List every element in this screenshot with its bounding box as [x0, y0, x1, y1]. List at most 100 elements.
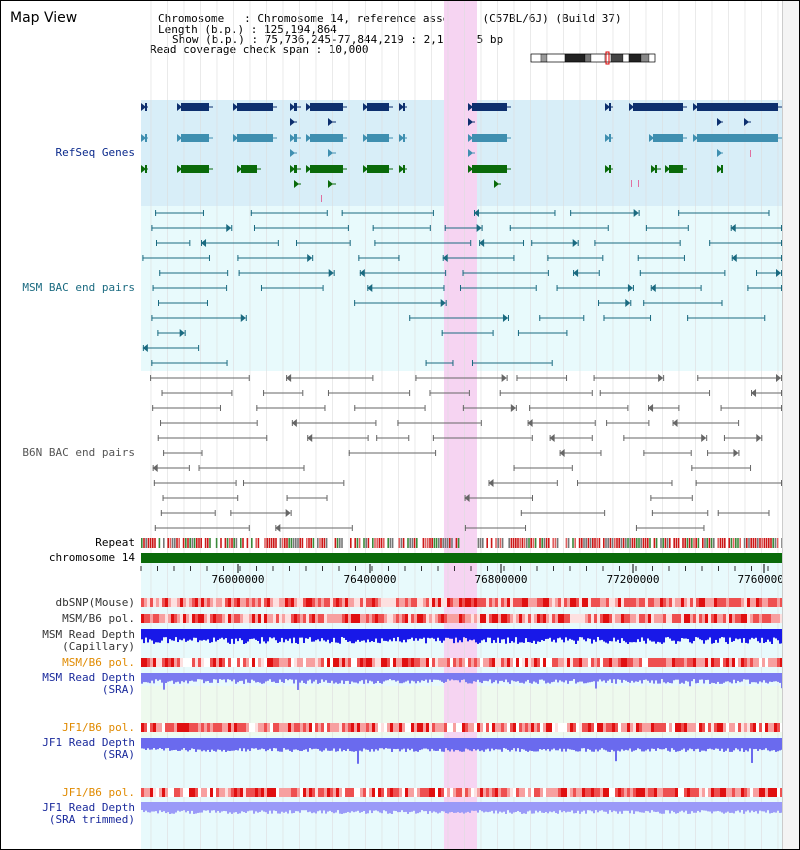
- depth-bin: [309, 738, 311, 749]
- bac-end: [768, 210, 770, 216]
- bac-end: [429, 390, 431, 396]
- polymorphism-bin: [216, 614, 219, 623]
- polymorphism-bin: [747, 614, 750, 623]
- depth-bin: [349, 802, 351, 813]
- polymorphism-bin: [651, 723, 654, 732]
- polymorphism-bin: [159, 788, 162, 797]
- bac-end: [531, 240, 533, 246]
- polymorphism-bin: [696, 598, 699, 607]
- depth-bin: [491, 738, 493, 749]
- depth-bin: [163, 802, 165, 812]
- polymorphism-bin: [366, 788, 369, 797]
- polymorphism-bin: [144, 614, 147, 623]
- jf1-depth-trim-label: JF1 Read Depth (SRA trimmed): [42, 801, 135, 826]
- depth-bin: [301, 802, 303, 811]
- polymorphism-bin: [690, 658, 693, 667]
- depth-bin: [241, 673, 243, 681]
- bac-end: [188, 465, 190, 471]
- depth-bin: [563, 673, 565, 683]
- polymorphism-bin: [309, 723, 312, 732]
- polymorphism-bin: [390, 658, 393, 667]
- depth-bin: [359, 673, 361, 682]
- polymorphism-bin: [621, 614, 624, 623]
- polymorphism-bin: [321, 598, 324, 607]
- depth-bin: [295, 738, 297, 750]
- repeat-element: [653, 538, 656, 548]
- polymorphism-bin: [717, 598, 720, 607]
- depth-bin: [403, 802, 405, 813]
- depth-bin: [149, 673, 151, 684]
- right-scrollbar[interactable]: [782, 1, 799, 849]
- repeat-element: [490, 538, 493, 548]
- depth-bin: [573, 802, 575, 814]
- gene-arrow: [141, 165, 146, 173]
- polymorphism-bin: [642, 614, 645, 623]
- depth-bin: [141, 802, 143, 811]
- depth-bin: [247, 802, 249, 812]
- depth-bin: [257, 802, 259, 813]
- bac-end: [155, 210, 157, 216]
- depth-bin: [609, 629, 611, 642]
- polymorphism-bin: [507, 788, 510, 797]
- bac-end: [409, 315, 411, 321]
- depth-bin: [395, 629, 397, 642]
- depth-bin: [583, 802, 585, 811]
- depth-bin: [565, 629, 567, 638]
- polymorphism-bin: [186, 788, 189, 797]
- repeat-element: [501, 538, 504, 548]
- polymorphism-bin: [159, 658, 162, 667]
- polymorphism-bin: [432, 598, 435, 607]
- depth-bin: [589, 629, 591, 639]
- depth-bin: [461, 673, 463, 680]
- polymorphism-bin: [618, 614, 621, 623]
- gene-arrow: [363, 134, 368, 142]
- depth-bin: [733, 802, 735, 814]
- depth-bin: [707, 802, 709, 812]
- depth-bin: [665, 738, 667, 749]
- polymorphism-bin: [348, 614, 351, 623]
- polymorphism-bin: [387, 614, 390, 623]
- depth-bin: [413, 673, 415, 682]
- depth-bin: [233, 802, 235, 813]
- polymorphism-bin: [732, 598, 735, 607]
- polymorphism-bin: [459, 658, 462, 667]
- polymorphism-bin: [735, 614, 738, 623]
- polymorphism-bin: [606, 598, 609, 607]
- depth-bin: [469, 673, 471, 684]
- depth-bin: [361, 629, 363, 641]
- polymorphism-bin: [777, 658, 780, 667]
- polymorphism-bin: [513, 598, 516, 607]
- depth-bin: [675, 629, 677, 644]
- polymorphism-bin: [366, 614, 369, 623]
- depth-bin: [263, 629, 265, 642]
- length-info: Length (b.p.) : 125,194,864: [158, 23, 337, 36]
- depth-bin: [767, 629, 769, 640]
- depth-bin: [607, 738, 609, 752]
- depth-bin: [739, 802, 741, 813]
- depth-bin: [153, 802, 155, 812]
- depth-bin: [293, 738, 295, 750]
- depth-bin: [477, 802, 479, 813]
- polymorphism-bin: [660, 658, 663, 667]
- polymorphism-bin: [534, 598, 537, 607]
- polymorphism-bin: [657, 658, 660, 667]
- polymorphism-bin: [423, 658, 426, 667]
- ideogram-band: [530, 53, 542, 63]
- polymorphism-bin: [654, 614, 657, 623]
- depth-bin: [419, 738, 421, 751]
- polymorphism-bin: [444, 788, 447, 797]
- gene-arrow: [399, 134, 404, 142]
- depth-bin: [753, 738, 755, 750]
- depth-bin: [629, 802, 631, 814]
- depth-bin: [697, 629, 699, 638]
- polymorphism-bin: [324, 723, 327, 732]
- polymorphism-bin: [555, 788, 558, 797]
- depth-bin: [479, 802, 481, 811]
- depth-bin: [519, 738, 521, 752]
- polymorphism-bin: [168, 598, 171, 607]
- polymorphism-bin: [294, 614, 297, 623]
- ideogram-band: [610, 53, 624, 63]
- depth-bin: [227, 802, 229, 814]
- depth-bin: [517, 802, 519, 812]
